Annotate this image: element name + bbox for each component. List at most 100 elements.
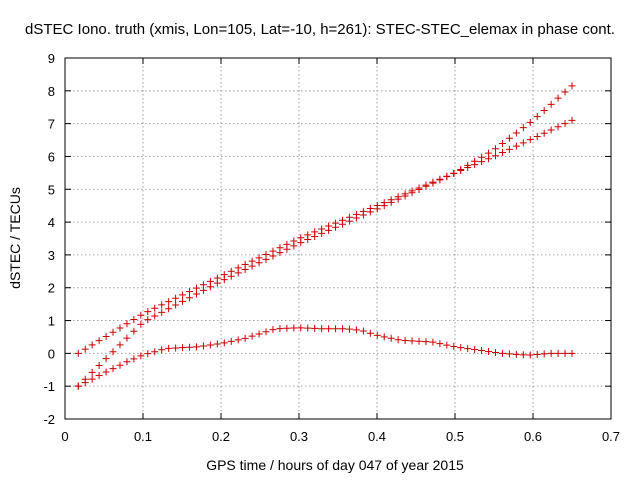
y-tick-label: 7 <box>48 117 55 132</box>
data-point <box>234 269 242 277</box>
data-point <box>533 132 541 140</box>
data-point <box>192 284 200 292</box>
data-point <box>554 123 562 131</box>
data-point <box>116 324 124 332</box>
data-point <box>130 327 138 335</box>
y-tick-label: -1 <box>43 379 55 394</box>
data-point <box>533 113 541 121</box>
data-point <box>248 332 256 340</box>
x-tick-label: 0.5 <box>446 429 464 444</box>
plot-frame <box>64 57 612 420</box>
data-point <box>359 327 367 335</box>
data-point <box>172 344 180 352</box>
data-point <box>123 320 131 328</box>
axis-ticks: 0 0.1 0.2 0.3 0.4 0.5 0.6 0.7 -2 -1 0 1 2 3 4 5 6 7 8 9 <box>43 51 620 444</box>
data-point <box>137 352 145 360</box>
series-2 <box>74 116 576 390</box>
data-point <box>471 346 479 354</box>
data-point <box>415 337 423 345</box>
series-3 <box>74 324 576 390</box>
x-tick-label: 0.4 <box>368 429 386 444</box>
data-point <box>227 272 235 280</box>
data-point <box>199 286 207 294</box>
data-point <box>304 324 312 332</box>
y-tick-label: 2 <box>48 281 55 296</box>
data-point <box>158 301 166 309</box>
data-point <box>415 186 423 194</box>
data-point <box>526 118 534 126</box>
data-point <box>373 331 381 339</box>
data-point <box>269 252 277 260</box>
y-tick-label: 1 <box>48 314 55 329</box>
data-point <box>568 82 576 90</box>
data-point <box>255 259 263 267</box>
data-point <box>88 375 96 383</box>
data-point <box>88 368 96 376</box>
data-point <box>561 88 569 96</box>
data-point <box>568 116 576 124</box>
data-point <box>408 337 416 345</box>
chart-title: dSTEC Iono. truth (xmis, Lon=105, Lat=-1… <box>25 21 615 38</box>
data-point <box>526 351 534 359</box>
data-point <box>241 334 249 342</box>
data-point <box>568 349 576 357</box>
data-point <box>102 355 110 363</box>
data-point <box>179 344 187 352</box>
data-point <box>186 287 194 295</box>
data-point <box>408 189 416 197</box>
data-point <box>332 223 340 231</box>
data-point <box>436 340 444 348</box>
data-point <box>547 349 555 357</box>
data-point <box>74 349 82 357</box>
data-point <box>436 176 444 184</box>
data-point <box>533 351 541 359</box>
data-point <box>262 255 270 263</box>
data-point <box>165 344 173 352</box>
data-point <box>429 338 437 346</box>
data-point <box>304 236 312 244</box>
data-point <box>172 294 180 302</box>
data-point <box>429 179 437 187</box>
data-point <box>366 329 374 337</box>
data-point <box>192 343 200 351</box>
x-tick-label: 0.6 <box>524 429 542 444</box>
x-tick-label: 0.7 <box>602 429 620 444</box>
data-point <box>366 208 374 216</box>
data-point <box>255 330 263 338</box>
y-tick-label: 6 <box>48 149 55 164</box>
data-point <box>547 100 555 108</box>
data-point <box>325 226 333 234</box>
y-tick-label: 8 <box>48 84 55 99</box>
data-point <box>540 129 548 137</box>
data-point <box>471 161 479 169</box>
data-point <box>81 379 89 387</box>
data-point <box>241 265 249 273</box>
data-point <box>109 348 117 356</box>
data-point <box>387 198 395 206</box>
data-point <box>457 344 465 352</box>
data-point <box>102 368 110 376</box>
x-tick-label: 0.1 <box>134 429 152 444</box>
grid <box>65 58 611 419</box>
data-point <box>130 355 138 363</box>
data-point <box>492 152 500 160</box>
data-point <box>144 308 152 316</box>
data-point <box>512 142 520 150</box>
data-point <box>345 325 353 333</box>
data-point <box>192 290 200 298</box>
data-point <box>165 298 173 306</box>
data-point <box>311 324 319 332</box>
data-point <box>339 220 347 228</box>
data-point <box>352 214 360 222</box>
data-point <box>512 350 520 358</box>
data-point <box>505 134 513 142</box>
data-point <box>401 192 409 200</box>
data-point <box>422 182 430 190</box>
data-point <box>88 341 96 349</box>
data-point <box>512 129 520 137</box>
data-point <box>519 139 527 147</box>
data-point <box>318 325 326 333</box>
data-point <box>151 312 159 320</box>
data-point <box>227 337 235 345</box>
data-point <box>151 348 159 356</box>
